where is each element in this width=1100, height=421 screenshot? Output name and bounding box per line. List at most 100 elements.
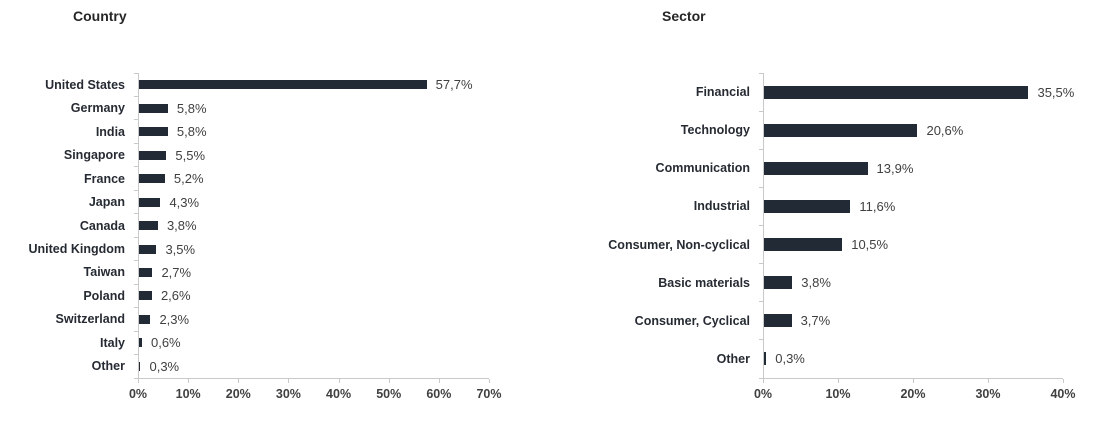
bar-row: Other 0,3%	[550, 340, 1100, 378]
value-label: 5,8%	[176, 100, 207, 116]
x-axis-tick	[438, 379, 440, 383]
bar-row: Germany 5,8%	[0, 96, 550, 119]
category-label: Japan	[88, 195, 125, 210]
y-axis-tick	[134, 119, 138, 121]
bar-row: Communication 13,9%	[550, 149, 1100, 187]
bar	[139, 244, 157, 254]
bar-row: Canada 3,8%	[0, 214, 550, 237]
bar-row: Other 0,3%	[0, 355, 550, 378]
x-axis-tick	[238, 379, 240, 383]
bar-row: Financial 35,5%	[550, 73, 1100, 111]
y-axis-tick	[759, 225, 763, 226]
y-axis-tick	[134, 236, 138, 238]
category-label: Communication	[655, 161, 750, 176]
x-tick-label: 60%	[426, 387, 452, 401]
bar-track: 3,8%	[763, 275, 1062, 290]
x-tick-label: 10%	[175, 387, 201, 401]
bar-row: Japan 4,3%	[0, 190, 550, 213]
value-label: 13,9%	[876, 160, 914, 176]
y-axis-tick	[759, 377, 763, 379]
category-label: Switzerland	[55, 312, 125, 327]
bar-track: 2,3%	[138, 312, 488, 327]
value-label: 20,6%	[926, 122, 964, 138]
bar-row: Taiwan 2,7%	[0, 261, 550, 284]
bar-track: 3,8%	[138, 218, 488, 233]
bar	[139, 314, 151, 324]
bar-row: Poland 2,6%	[0, 284, 550, 307]
category-label: Financial	[695, 85, 750, 100]
bar	[139, 80, 427, 90]
x-axis-tick	[913, 379, 914, 383]
value-label: 3,7%	[800, 313, 831, 329]
chart-title: Sector	[662, 8, 706, 24]
x-axis-tick	[388, 379, 390, 383]
category-label: Poland	[83, 288, 125, 303]
bar-row: Consumer, Cyclical 3,7%	[550, 302, 1100, 340]
category-label: India	[95, 124, 125, 139]
y-axis-line	[134, 72, 139, 379]
bar-track: 20,6%	[763, 123, 1062, 138]
value-label: 3,8%	[801, 275, 831, 291]
bar	[139, 127, 168, 137]
bar-track: 0,3%	[138, 359, 488, 374]
category-label: United States	[45, 77, 125, 92]
x-tick-label: 0%	[128, 387, 148, 401]
x-axis-tick	[838, 379, 839, 383]
chart-title: Country	[73, 8, 127, 24]
bar	[139, 221, 158, 231]
value-label: 4,3%	[169, 194, 200, 210]
bar-track: 5,8%	[138, 101, 488, 116]
bar-row: United Kingdom 3,5%	[0, 237, 550, 260]
y-axis-line	[759, 72, 764, 379]
bar-row: France 5,2%	[0, 167, 550, 190]
value-label: 57,7%	[435, 77, 473, 93]
category-label: Canada	[79, 218, 125, 233]
x-axis-tick	[338, 379, 340, 383]
y-axis-tick	[134, 142, 138, 144]
value-label: 0,3%	[775, 351, 805, 367]
bar-row: India 5,8%	[0, 120, 550, 143]
x-axis: 0% 10% 20% 30% 40%	[754, 378, 1076, 401]
y-axis-tick	[759, 263, 763, 265]
category-label: France	[84, 171, 125, 186]
x-tick-label: 40%	[1050, 387, 1076, 401]
value-label: 3,5%	[165, 241, 196, 257]
x-tick-label: 70%	[476, 387, 502, 401]
bar-row: Italy 0,6%	[0, 331, 550, 354]
value-label: 5,2%	[173, 171, 204, 187]
bar-track: 13,9%	[763, 161, 1062, 176]
x-tick-label: 20%	[225, 387, 251, 401]
x-axis-tick	[489, 379, 490, 383]
y-axis-tick	[134, 213, 138, 215]
y-axis-tick	[134, 189, 138, 191]
bar	[139, 361, 141, 371]
bar-row: Consumer, Non-cyclical 10,5%	[550, 226, 1100, 264]
category-label: Taiwan	[83, 265, 125, 280]
bar-track: 35,5%	[763, 85, 1074, 100]
bar-rows: Financial 35,5% Technology 20,6% Communicati…	[550, 73, 1100, 378]
value-label: 5,5%	[175, 147, 206, 163]
bar-track: 5,8%	[138, 124, 488, 139]
bar	[764, 199, 851, 213]
bar-row: Basic materials 3,8%	[550, 264, 1100, 302]
category-label: Industrial	[693, 199, 750, 214]
y-axis-tick	[134, 72, 138, 74]
value-label: 11,6%	[859, 198, 896, 214]
bar-track: 3,5%	[138, 242, 488, 257]
category-label: Technology	[680, 123, 750, 138]
value-label: 0,3%	[149, 358, 180, 374]
bar-track: 5,5%	[138, 148, 488, 163]
bar-row: Singapore 5,5%	[0, 143, 550, 166]
bar	[139, 267, 153, 277]
y-axis-tick	[759, 110, 763, 112]
bar-track: 2,6%	[138, 288, 488, 303]
category-label: Consumer, Cyclical	[634, 313, 750, 328]
y-axis-tick	[134, 354, 138, 356]
x-axis-tick	[988, 379, 989, 383]
category-label: Basic materials	[658, 275, 750, 290]
category-label: Germany	[70, 101, 125, 116]
bar-row: Industrial 11,6%	[550, 187, 1100, 225]
value-label: 0,6%	[150, 335, 181, 351]
sector-chart: Sector Financial 35,5% Technology 20,6% Comm…	[550, 0, 1100, 421]
value-label: 35,5%	[1037, 84, 1075, 100]
